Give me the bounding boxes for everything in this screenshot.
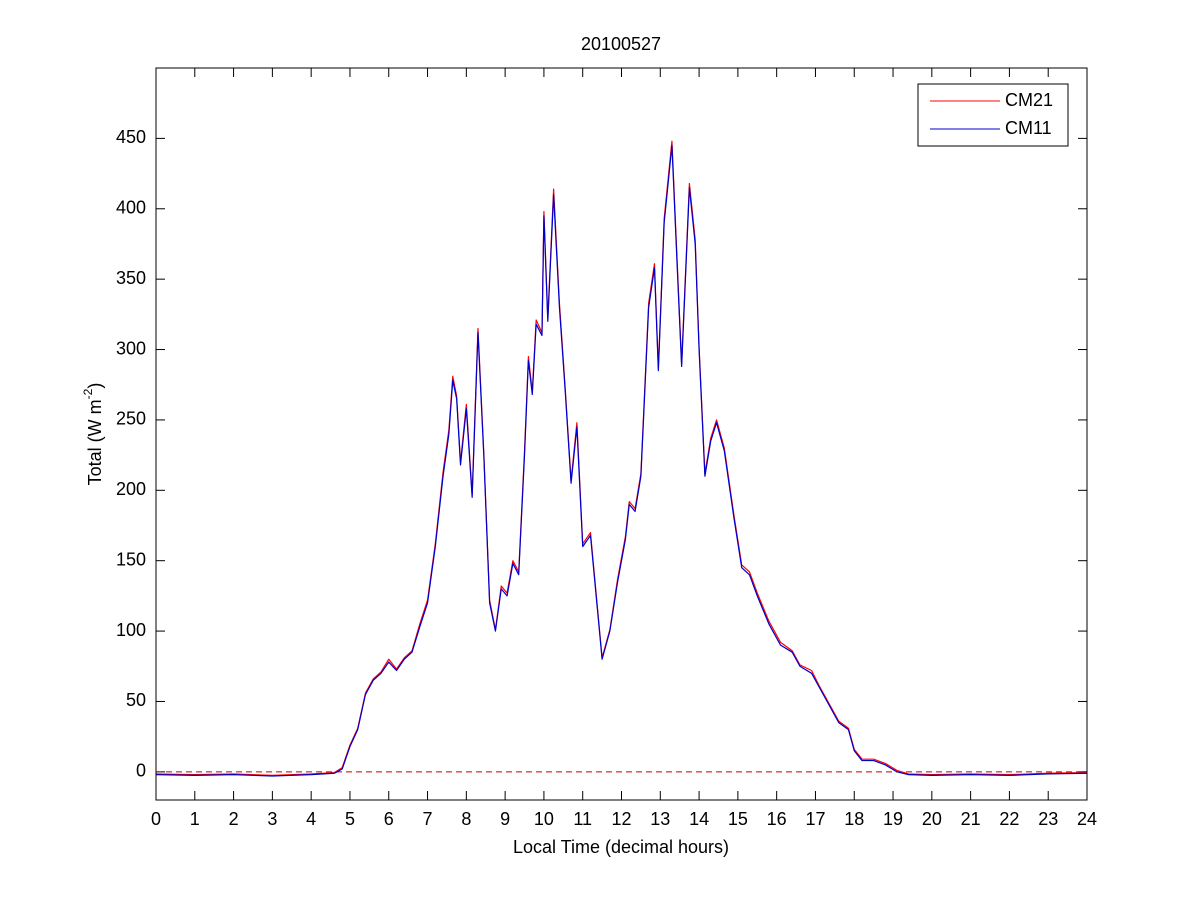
x-tick-label: 5 xyxy=(345,809,355,829)
x-tick-label: 11 xyxy=(573,809,592,829)
y-tick-label: 150 xyxy=(116,549,146,569)
x-tick-label: 19 xyxy=(883,809,903,829)
y-tick-label: 300 xyxy=(116,338,146,358)
x-tick-label: 20 xyxy=(922,809,942,829)
legend-box xyxy=(917,83,1069,147)
y-label-tail: ) xyxy=(85,383,105,389)
y-tick-label: 350 xyxy=(116,268,146,288)
x-tick-label: 4 xyxy=(306,809,316,829)
legend-label: CM21 xyxy=(1005,90,1053,110)
x-tick-label: 0 xyxy=(151,809,161,829)
y-tick-label: 450 xyxy=(116,127,146,147)
x-tick-label: 1 xyxy=(190,809,200,829)
x-tick-label: 13 xyxy=(650,809,670,829)
x-tick-label: 24 xyxy=(1077,809,1097,829)
y-tick-label: 250 xyxy=(116,409,146,429)
y-tick-label: 0 xyxy=(136,761,146,781)
data-line xyxy=(155,144,1088,777)
x-tick-label: 9 xyxy=(500,809,510,829)
x-tick-label: 23 xyxy=(1038,809,1058,829)
y-tick-label: 200 xyxy=(116,479,146,499)
x-tick-label: 10 xyxy=(534,809,554,829)
plot-frame xyxy=(155,67,1088,801)
x-tick-label: 15 xyxy=(728,809,748,829)
x-tick-label: 18 xyxy=(844,809,864,829)
x-tick-label: 14 xyxy=(689,809,709,829)
x-tick-label: 3 xyxy=(267,809,277,829)
x-tick-label: 2 xyxy=(229,809,239,829)
x-tick-label: 17 xyxy=(805,809,825,829)
x-axis-label: Local Time (decimal hours) xyxy=(513,837,729,857)
x-tick-label: 12 xyxy=(611,809,631,829)
chart-title: 20100527 xyxy=(581,34,661,54)
x-tick-label: 8 xyxy=(461,809,471,829)
x-tick-label: 16 xyxy=(767,809,787,829)
legend-label: CM11 xyxy=(1005,118,1052,138)
y-tick-label: 100 xyxy=(116,620,146,640)
y-label-text: Total (W m xyxy=(85,399,105,485)
x-tick-label: 6 xyxy=(384,809,394,829)
x-tick-label: 21 xyxy=(961,809,981,829)
y-tick-label: 400 xyxy=(116,198,146,218)
y-label-sup: -2 xyxy=(81,388,95,399)
x-tick-label: 22 xyxy=(999,809,1019,829)
y-axis-label: Total (W m-2) xyxy=(81,383,105,486)
y-tick-label: 50 xyxy=(126,690,146,710)
x-tick-label: 7 xyxy=(423,809,433,829)
